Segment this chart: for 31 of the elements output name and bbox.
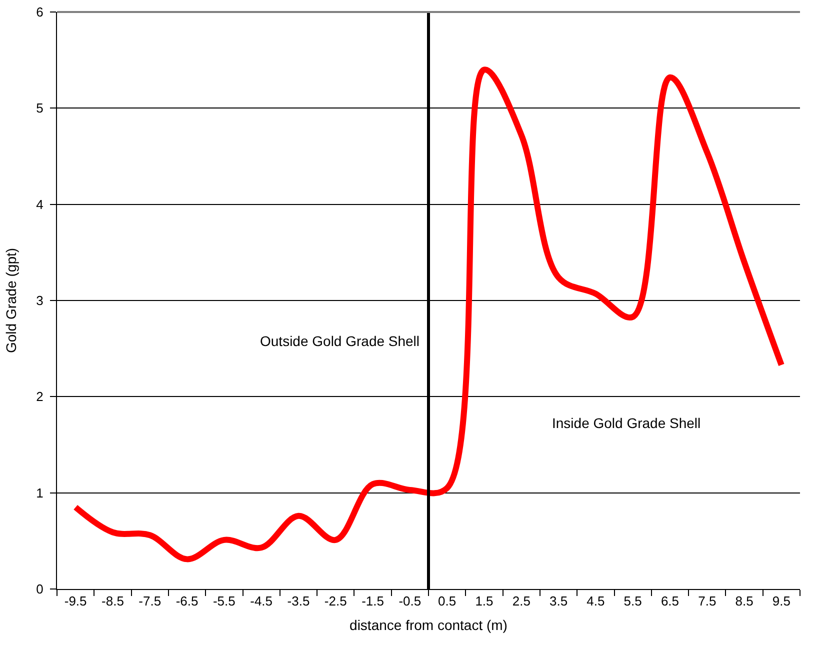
x-tick-label: -3.5 <box>287 594 310 609</box>
x-axis-title: distance from contact (m) <box>350 616 508 633</box>
x-tick-label: 9.5 <box>772 594 790 609</box>
x-tick-label: 1.5 <box>475 594 494 609</box>
y-tick-label: 1 <box>36 485 44 500</box>
y-tick-label: 3 <box>36 293 44 308</box>
x-tick-label: -6.5 <box>176 594 198 609</box>
y-axis-title: Gold Grade (gpt) <box>2 248 19 354</box>
x-tick-label: 2.5 <box>512 594 530 609</box>
x-tick-label: -0.5 <box>398 594 422 609</box>
x-tick-label: -5.5 <box>212 594 236 609</box>
x-tick-label: -7.5 <box>138 594 162 609</box>
x-tick-label: -2.5 <box>324 594 347 609</box>
annotation: Outside Gold Grade Shell <box>260 333 420 349</box>
x-tick-label: 4.5 <box>586 594 605 609</box>
x-tick-label: -8.5 <box>102 594 124 609</box>
x-tick-label: -4.5 <box>250 594 273 609</box>
x-tick-label: 7.5 <box>698 594 716 609</box>
x-tick-label: 0.5 <box>438 594 456 609</box>
x-tick-label: 5.5 <box>624 594 642 609</box>
y-tick-label: 5 <box>36 100 44 116</box>
x-tick-label: -1.5 <box>362 594 384 609</box>
annotation: Inside Gold Grade Shell <box>552 415 701 431</box>
y-tick-label: 4 <box>36 196 44 212</box>
y-tick-label: 6 <box>36 4 44 20</box>
x-tick-label: 3.5 <box>549 594 568 609</box>
y-tick-label: 0 <box>36 582 44 597</box>
x-tick-label: 6.5 <box>660 594 680 609</box>
x-tick-label: 8.5 <box>735 594 754 609</box>
x-tick-label: -9.5 <box>64 594 87 609</box>
y-tick-label: 2 <box>36 389 44 404</box>
